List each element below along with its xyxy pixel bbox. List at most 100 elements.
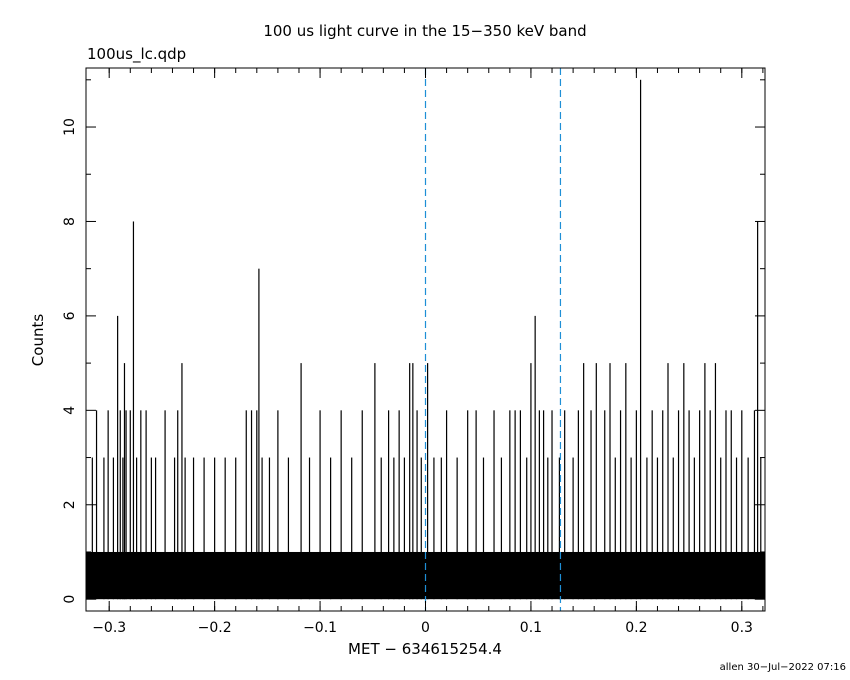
count-bar: [730, 410, 732, 600]
count-bar: [123, 363, 126, 600]
count-bar: [103, 457, 105, 600]
count-bar: [308, 457, 311, 600]
count-bar: [656, 457, 659, 600]
count-bar: [214, 457, 216, 600]
count-bar: [256, 410, 258, 600]
footer-stamp: allen 30−Jul−2022 07:16: [719, 662, 846, 673]
count-bar: [672, 457, 674, 600]
count-bar: [547, 457, 549, 600]
count-bar: [720, 457, 722, 600]
count-bar: [145, 410, 147, 600]
y-tick-label: 6: [62, 311, 78, 320]
count-bar: [683, 363, 685, 600]
count-bar: [500, 457, 503, 600]
y-axis-label: Counts: [29, 313, 47, 367]
count-bar: [181, 363, 183, 600]
count-bar: [203, 457, 205, 600]
count-bar: [150, 457, 152, 600]
count-bar: [704, 363, 706, 600]
count-bar: [725, 410, 727, 600]
chart-title: 100 us light curve in the 15−350 keV ban…: [263, 22, 587, 40]
count-bar: [667, 363, 669, 600]
count-bar: [493, 410, 495, 600]
count-bar: [699, 410, 701, 600]
count-bar: [409, 363, 411, 600]
file-label: 100us_lc.qdp: [87, 45, 187, 63]
y-tick-label: 4: [62, 406, 78, 415]
count-bar: [330, 457, 332, 600]
count-bar: [630, 457, 632, 600]
count-bar: [609, 363, 611, 600]
y-tick-label: 2: [62, 500, 78, 509]
count-bar: [261, 457, 263, 600]
count-bar: [129, 410, 131, 600]
count-bar: [420, 457, 422, 600]
count-bar: [709, 410, 711, 600]
count-bar: [351, 457, 353, 600]
count-bar: [433, 457, 435, 600]
count-bar: [164, 410, 166, 600]
count-bar: [136, 457, 138, 600]
x-tick-label: −0.1: [303, 620, 337, 636]
count-bar: [300, 363, 302, 600]
count-bar: [154, 457, 157, 600]
count-bar: [646, 457, 648, 600]
count-bar: [747, 457, 749, 600]
count-bar: [388, 410, 390, 600]
x-axis-ticks: −0.3 −0.2 −0.1 0 0.1 0.2 0.3: [92, 68, 764, 636]
count-bar: [614, 457, 616, 600]
count-bar: [140, 410, 142, 600]
count-bar: [542, 410, 545, 600]
reference-lines: [424, 68, 562, 611]
count-bar: [184, 457, 186, 600]
count-bar: [361, 410, 363, 600]
count-bar: [534, 315, 536, 600]
count-bar: [619, 410, 622, 600]
count-bar: [287, 457, 290, 600]
count-bar: [250, 410, 253, 600]
count-bar: [714, 363, 717, 600]
count-bar: [651, 410, 653, 600]
count-bar: [572, 457, 574, 600]
count-bar: [558, 457, 560, 600]
y-tick-label: 0: [62, 595, 78, 604]
count-bar: [173, 457, 176, 600]
count-bar: [693, 457, 695, 600]
count-bar: [475, 410, 477, 600]
count-bar: [380, 457, 382, 600]
count-bar: [538, 410, 540, 600]
count-bar: [604, 410, 606, 600]
x-axis-label: MET − 634615254.4: [348, 640, 502, 658]
count-bar: [119, 410, 121, 600]
count-bar: [340, 410, 342, 600]
count-bar: [509, 410, 511, 600]
count-bar: [677, 410, 680, 600]
count-bar: [639, 79, 642, 600]
count-bar: [577, 410, 579, 600]
count-bar: [440, 457, 442, 600]
count-bar: [445, 410, 448, 600]
count-bar: [117, 315, 119, 600]
count-bar: [112, 457, 115, 600]
count-bar: [177, 410, 179, 600]
count-bar: [374, 363, 376, 600]
count-bar: [467, 410, 469, 600]
y-axis-ticks: 0 2 4 6 8 10: [62, 79, 765, 604]
count-bar: [688, 410, 690, 600]
y-tick-label: 8: [62, 217, 78, 226]
count-bar: [277, 410, 279, 600]
count-bar: [482, 457, 485, 600]
count-bar: [403, 457, 406, 600]
count-bar: [760, 457, 762, 600]
count-bar: [551, 410, 553, 600]
count-bar: [530, 363, 532, 600]
count-bar: [95, 410, 98, 600]
count-bar: [635, 410, 637, 600]
x-tick-label: 0.2: [625, 620, 647, 636]
count-bar: [245, 410, 247, 600]
count-bar: [122, 457, 124, 600]
count-bar: [590, 410, 592, 600]
count-bar: [595, 363, 597, 600]
count-bar: [393, 457, 395, 600]
count-bar: [753, 410, 756, 600]
